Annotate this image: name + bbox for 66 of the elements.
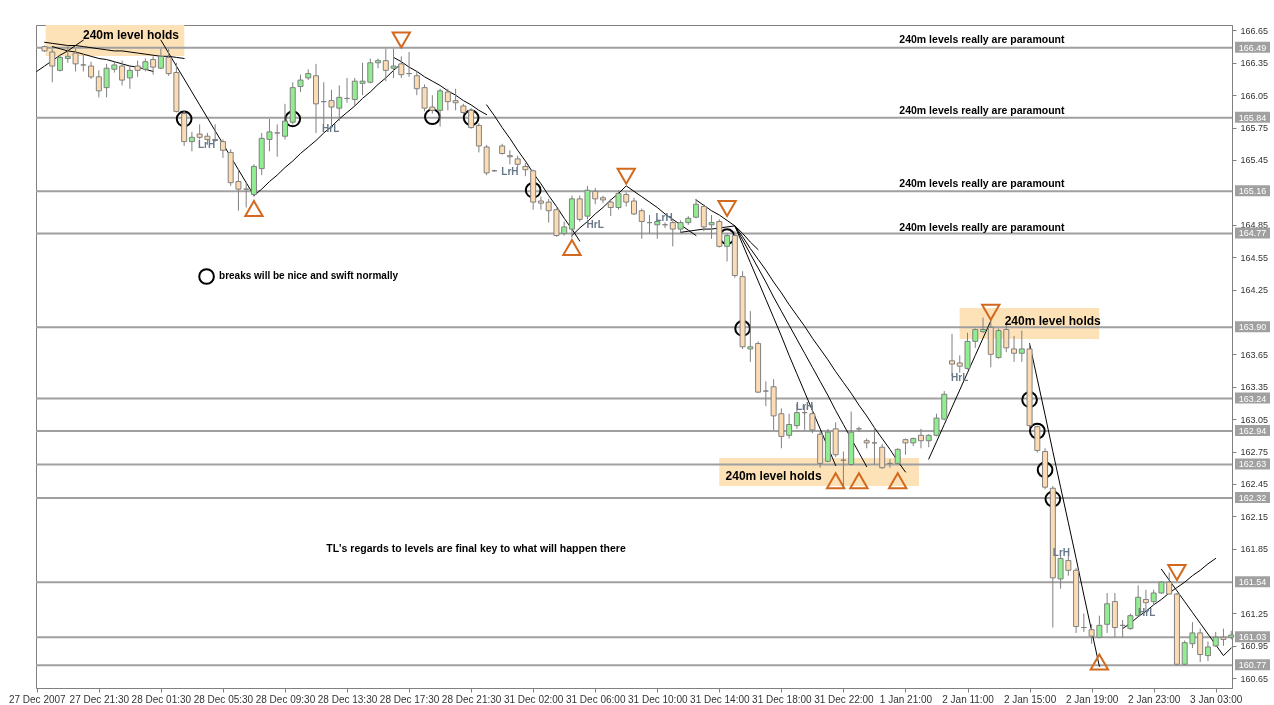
x-tick-label: 2 Jan 15:00 bbox=[1003, 693, 1057, 705]
annotation: LrH bbox=[197, 139, 216, 150]
annotation: LrH bbox=[655, 212, 673, 223]
x-tick-label: 27 Dec 21:30 bbox=[69, 693, 130, 705]
annotation: HrL bbox=[586, 219, 604, 230]
y-tick-label: 163.65 bbox=[1240, 349, 1269, 360]
annotation: 240m levels really are paramount bbox=[899, 33, 1066, 45]
legend-label: breaks will be nice and swift normally bbox=[219, 270, 399, 282]
x-tick-label: 1 Jan 21:00 bbox=[879, 693, 933, 705]
x-tick-label: 2 Jan 23:00 bbox=[1128, 693, 1181, 705]
candlestick bbox=[879, 443, 886, 470]
candlestick bbox=[917, 428, 924, 449]
x-tick-label: 31 Dec 18:00 bbox=[752, 693, 813, 705]
y-tick-label: 162.15 bbox=[1240, 511, 1269, 522]
x-tick-label: 31 Dec 10:00 bbox=[628, 693, 688, 705]
x-tick-label: 27 Dec 2007 bbox=[8, 693, 67, 705]
annotation: 240m levels really are paramount bbox=[899, 221, 1066, 233]
y-tick-label: 161.25 bbox=[1240, 608, 1269, 619]
y-tick-label: 166.05 bbox=[1240, 90, 1269, 101]
x-tick-label: 28 Dec 21:30 bbox=[441, 693, 502, 705]
y-tick-label: 160.65 bbox=[1240, 673, 1269, 684]
x-tick-label: 31 Dec 06:00 bbox=[565, 693, 626, 705]
annotation: 240m levels really are paramount bbox=[899, 177, 1066, 189]
x-tick-label: 2 Jan 11:00 bbox=[942, 693, 995, 705]
annotation: 240m level holds bbox=[1004, 314, 1102, 328]
y-tick-label: 165.45 bbox=[1240, 155, 1269, 166]
point bbox=[562, 238, 582, 256]
point bbox=[981, 303, 1001, 321]
candlestick bbox=[1204, 641, 1211, 662]
candlestick bbox=[1011, 335, 1018, 363]
x-tick-label: 31 Dec 14:00 bbox=[690, 693, 750, 705]
candlestick bbox=[119, 60, 126, 86]
point bbox=[826, 472, 846, 490]
x-tick-label: 2 Jan 19:00 bbox=[1065, 693, 1119, 705]
annotation: TL's regards to levels are final key to what will happen there bbox=[326, 542, 626, 554]
x-tick-label: 28 Dec 01:30 bbox=[131, 693, 192, 705]
x-tick-label: 3 Jan 03:00 bbox=[1190, 693, 1243, 705]
y-tick-label: 160.95 bbox=[1240, 641, 1269, 652]
y-tick-label: 161.85 bbox=[1240, 544, 1269, 555]
candlestick bbox=[871, 427, 878, 465]
point bbox=[888, 472, 908, 490]
y-tick-label: 164.85 bbox=[1240, 220, 1269, 231]
annotation: 240m level holds bbox=[82, 28, 180, 42]
point bbox=[244, 200, 264, 218]
y-tick-label: 163.35 bbox=[1240, 382, 1269, 393]
y-tick-label: 165.75 bbox=[1240, 123, 1269, 134]
annotation: 240m levels really are paramount bbox=[899, 104, 1066, 116]
y-tick-label: 164.55 bbox=[1240, 252, 1269, 263]
point bbox=[616, 167, 636, 185]
x-tick-label: 28 Dec 17:30 bbox=[379, 693, 440, 705]
point bbox=[717, 200, 737, 218]
x-tick-label: 28 Dec 05:30 bbox=[193, 693, 254, 705]
y-tick-label: 164.25 bbox=[1240, 285, 1269, 296]
annotation: 240m level holds bbox=[725, 469, 822, 483]
x-tick-label: 28 Dec 09:30 bbox=[255, 693, 316, 705]
x-tick-label: 31 Dec 02:00 bbox=[503, 693, 564, 705]
y-tick-label: 162.75 bbox=[1240, 447, 1269, 458]
x-tick-label: 28 Dec 13:30 bbox=[317, 693, 378, 705]
annotation: LrH bbox=[501, 166, 519, 177]
point bbox=[849, 472, 869, 490]
y-tick-label: 163.05 bbox=[1240, 414, 1269, 425]
candlestick bbox=[1104, 592, 1111, 634]
y-tick-label: 166.35 bbox=[1240, 58, 1269, 69]
y-tick-label: 162.45 bbox=[1240, 479, 1269, 490]
x-tick-label: 31 Dec 22:00 bbox=[814, 693, 875, 705]
y-tick-label: 166.65 bbox=[1240, 25, 1269, 36]
